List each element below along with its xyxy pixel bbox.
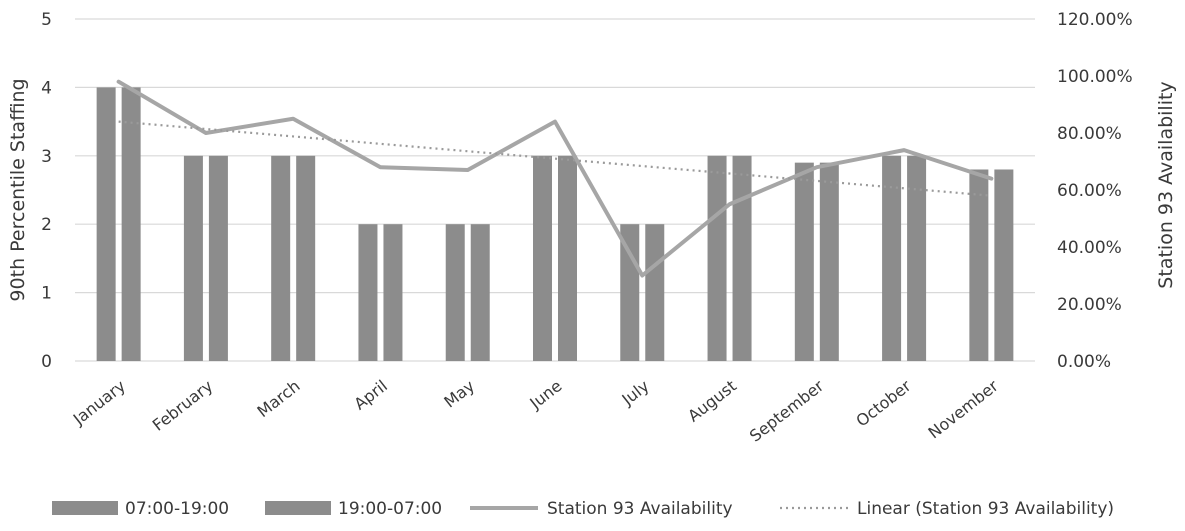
y-left-axis-title: 90th Percentile Staffing [7,78,29,301]
bar [533,155,552,361]
bar [794,162,814,361]
x-tick-label: September [746,376,828,446]
y-left-tick-label: 2 [41,215,52,235]
bar [470,224,490,361]
bar [208,155,228,361]
bar [558,155,577,361]
lines [116,79,994,278]
x-tick-label: May [440,376,478,411]
bar [645,224,665,361]
y-right-tick-label: 100.00% [1057,67,1133,87]
bar [819,162,839,361]
bar [707,155,727,361]
x-tick-label: October [852,376,914,431]
y-left-tick-label: 0 [41,352,52,372]
availability-line [116,79,994,278]
y-right-axis-title: Station 93 Availability [1155,81,1177,288]
bar [907,155,927,361]
legend-label: Station 93 Availability [547,499,733,519]
y-right-tick-label: 20.00% [1057,295,1122,315]
legend: 07:00-19:00 19:00-07:00 Station 93 Availab… [52,499,1114,519]
y-right-tick-label: 40.00% [1057,238,1122,258]
legend-label: 07:00-19:00 [125,499,229,519]
bar [121,87,141,362]
x-tick-label: November [925,376,1003,442]
bar [994,169,1014,361]
bar [96,87,116,362]
x-tick-label: March [254,376,304,421]
y-left-tick-label: 1 [41,284,52,304]
y-right-tick-label: 0.00% [1057,352,1111,372]
x-tick-label: August [684,376,740,425]
linear-trendline [118,120,992,197]
y-left-tick-label: 3 [41,147,52,167]
x-tick-label: July [618,376,653,409]
y-right-tick-label: 120.00% [1057,10,1133,30]
bar [969,169,989,361]
y-right-tick-label: 80.00% [1057,124,1122,144]
bar [383,224,403,361]
bars [96,87,1014,362]
bar [271,155,291,361]
x-tick-label: January [69,376,129,429]
bar [732,155,752,361]
bar [882,155,902,361]
y-right-tick-label: 60.00% [1057,181,1122,201]
x-tick-label: April [350,376,391,413]
legend-swatch-bar [52,501,118,515]
y-left-tick-label: 5 [41,10,52,30]
legend-swatch-bar [265,501,331,515]
y-left-tick-label: 4 [41,78,52,98]
grid-lines [75,18,1035,362]
bar [445,224,465,361]
bar [358,224,378,361]
bar [296,155,316,361]
x-tick-label: June [526,376,566,413]
x-tick-label: February [149,376,217,435]
legend-label: Linear (Station 93 Availability) [857,499,1114,519]
bar [183,155,203,361]
legend-label: 19:00-07:00 [338,499,442,519]
